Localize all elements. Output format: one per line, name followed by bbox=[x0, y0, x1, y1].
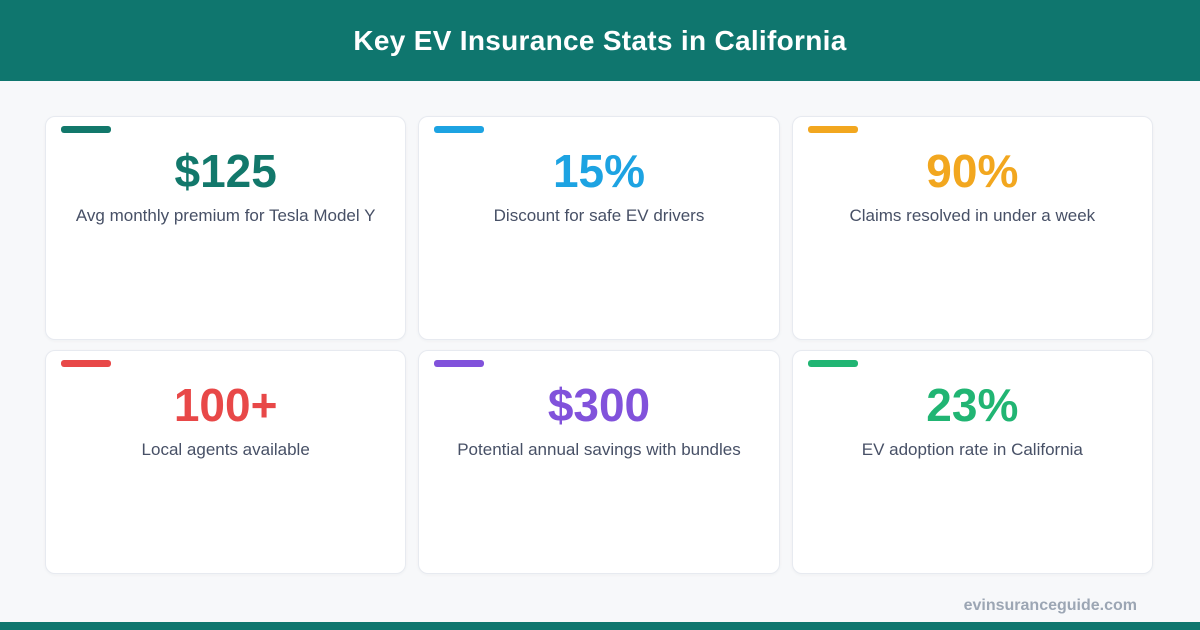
stat-value: $125 bbox=[174, 145, 277, 197]
stat-card-discount: 15% Discount for safe EV drivers bbox=[418, 116, 780, 340]
stat-value: $300 bbox=[547, 379, 651, 431]
stat-value: 15% bbox=[552, 145, 646, 197]
accent-bar bbox=[807, 360, 858, 367]
accent-bar bbox=[61, 360, 111, 367]
stat-card-adoption: 23% EV adoption rate in California bbox=[791, 350, 1153, 574]
bottom-accent-bar bbox=[0, 622, 1200, 630]
page-title: Key EV Insurance Stats in California bbox=[353, 24, 847, 56]
stat-card-claims: 90% Claims resolved in under a week bbox=[791, 116, 1153, 340]
stat-label: EV adoption rate in California bbox=[861, 439, 1083, 459]
stat-label: Discount for safe EV drivers bbox=[493, 205, 705, 225]
accent-bar bbox=[434, 126, 485, 133]
stat-card-premium: $125 Avg monthly premium for Tesla Model… bbox=[45, 116, 407, 340]
accent-bar bbox=[434, 360, 485, 367]
stat-label: Claims resolved in under a week bbox=[849, 205, 1096, 225]
stat-value: 90% bbox=[926, 145, 1019, 197]
stat-value: 100+ bbox=[173, 379, 278, 431]
stats-grid: $125 Avg monthly premium for Tesla Model… bbox=[45, 116, 1153, 574]
accent-bar bbox=[807, 126, 858, 133]
accent-bar bbox=[61, 126, 111, 133]
stat-value: 23% bbox=[926, 379, 1019, 431]
stat-card-agents: 100+ Local agents available bbox=[45, 350, 407, 574]
stat-label: Avg monthly premium for Tesla Model Y bbox=[75, 205, 376, 225]
stat-card-savings: $300 Potential annual savings with bundl… bbox=[418, 350, 780, 574]
footer-domain: evinsuranceguide.com bbox=[963, 597, 1137, 614]
header-banner: Key EV Insurance Stats in California bbox=[0, 0, 1200, 81]
stat-label: Local agents available bbox=[141, 439, 310, 459]
stat-label: Potential annual savings with bundles bbox=[457, 439, 741, 459]
